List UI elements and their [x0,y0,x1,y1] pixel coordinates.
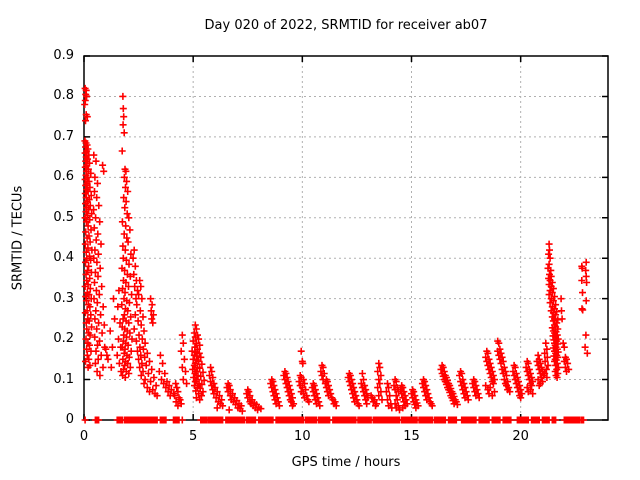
y-tick-label: 0.4 [53,250,74,266]
grid-lines [84,56,608,420]
data-points [81,84,591,424]
y-tick-label: 0.8 [53,88,74,104]
y-tick-label: 0.1 [53,371,74,387]
x-axis-label: GPS time / hours [291,455,401,470]
y-tick-label: 0.3 [53,290,74,306]
y-tick-label: 0 [65,412,74,427]
x-tick-label: 20 [512,429,529,444]
y-tick-label: 0.2 [53,331,74,347]
y-tick-label: 0.6 [53,169,74,185]
x-tick-label: 5 [189,429,198,444]
x-tick-label: 0 [79,429,89,444]
x-tick-label: 10 [294,429,311,444]
chart-title: Day 020 of 2022, SRMTID for receiver ab0… [204,18,488,33]
y-tick-label: 0.7 [53,128,74,144]
y-tick-label: 0.9 [53,48,74,63]
x-tick-label: 15 [403,429,420,444]
y-tick-label: 0.5 [53,209,74,225]
